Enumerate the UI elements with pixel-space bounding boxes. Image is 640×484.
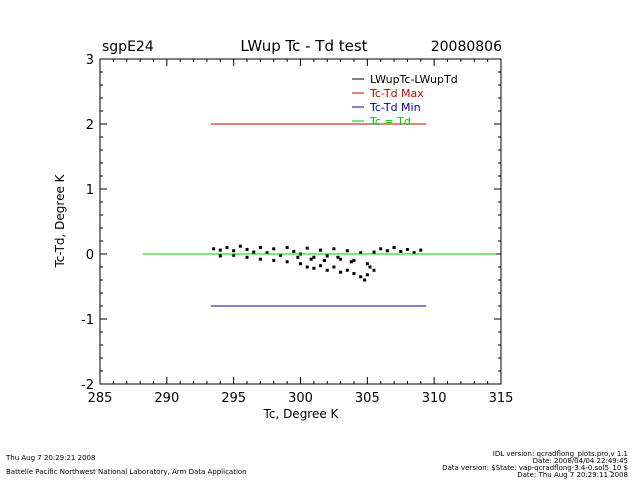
y-tick-label: -1: [81, 313, 94, 328]
data-point: [272, 247, 276, 251]
data-point: [292, 249, 296, 253]
footer-right-date: Date: Thu Aug 7 20:29:11 2008: [517, 471, 628, 479]
x-tick-label: 305: [355, 391, 380, 406]
data-point: [245, 247, 249, 251]
footer-idl-version: IDL version: qcradflong_plots.pro,v 1.1: [493, 450, 628, 458]
data-point: [372, 250, 376, 254]
data-point: [365, 262, 369, 266]
footer-left-date: Thu Aug 7 20:29:21 2008: [5, 454, 95, 462]
data-point: [368, 265, 372, 269]
legend-label: Tc-Td Max: [369, 87, 424, 100]
data-point: [312, 266, 316, 270]
data-point: [258, 257, 262, 261]
data-point: [332, 265, 336, 269]
y-axis-label: Tc-Td, Degree K: [53, 173, 67, 268]
data-point: [325, 254, 329, 258]
data-point: [372, 268, 376, 272]
data-point: [345, 249, 349, 253]
x-tick-label: 290: [154, 391, 179, 406]
data-point: [345, 268, 349, 272]
data-point: [218, 248, 222, 252]
data-point: [392, 246, 396, 249]
data-point: [319, 264, 323, 268]
data-point: [238, 244, 242, 248]
x-tick-label: 295: [221, 391, 246, 406]
plot-frame: [99, 58, 502, 385]
data-point: [296, 255, 300, 259]
data-point: [363, 278, 367, 282]
date-label: 20080806: [431, 39, 502, 55]
data-point: [339, 270, 343, 274]
x-tick-label: 300: [288, 391, 313, 406]
data-point: [278, 253, 282, 257]
data-point: [312, 255, 316, 259]
data-point: [305, 246, 309, 250]
x-tick-label: 315: [489, 391, 514, 406]
x-tick-label: 310: [422, 391, 447, 406]
y-tick-label: 2: [86, 118, 94, 133]
data-point: [309, 257, 313, 261]
data-point: [379, 247, 383, 251]
data-point: [332, 247, 336, 251]
data-point: [339, 257, 343, 261]
data-point: [365, 273, 369, 277]
legend-label: Tc = Td: [369, 115, 411, 128]
data-point: [385, 249, 389, 253]
data-point: [349, 260, 353, 264]
footer-data-version: Data version: $State: vap-qcradflong-3.4…: [442, 464, 628, 472]
data-point: [285, 260, 289, 264]
data-point: [323, 259, 327, 262]
data-point: [225, 246, 229, 249]
data-point: [299, 262, 302, 266]
data-point: [258, 246, 262, 249]
data-point: [305, 265, 309, 269]
data-point: [359, 275, 363, 279]
data-point: [352, 259, 356, 262]
data-point: [265, 251, 269, 255]
data-point: [419, 248, 423, 252]
data-point: [336, 255, 340, 259]
data-point: [232, 249, 236, 253]
data-point: [218, 254, 222, 258]
data-point: [399, 249, 403, 253]
data-point: [245, 255, 249, 259]
legend-label: LWupTc-LWupTd: [370, 73, 458, 86]
data-point: [359, 251, 363, 255]
data-point: [212, 247, 216, 251]
data-point: [325, 268, 329, 272]
y-tick-label: 0: [86, 248, 94, 263]
y-tick-label: 1: [86, 183, 94, 198]
data-point: [272, 259, 276, 262]
footer-date-line: Date: 2008/04/04 22:49:45: [533, 457, 628, 465]
data-point: [285, 246, 289, 249]
footer-institution: Battelle Pacific Northwest National Labo…: [6, 468, 247, 476]
legend-label: Tc-Td Min: [369, 101, 421, 114]
x-axis-label: Tc, Degree K: [263, 407, 340, 421]
x-tick-label: 285: [88, 391, 113, 406]
data-point: [232, 253, 236, 257]
data-point: [412, 251, 416, 255]
y-tick-label: -2: [81, 378, 94, 393]
y-tick-label: 3: [86, 53, 94, 68]
data-point: [352, 272, 356, 275]
chart-title: LWup Tc - Td test: [240, 37, 367, 55]
data-point: [405, 247, 409, 251]
data-point: [252, 250, 256, 254]
station-label: sgpE24: [102, 39, 154, 55]
data-point: [319, 248, 323, 252]
